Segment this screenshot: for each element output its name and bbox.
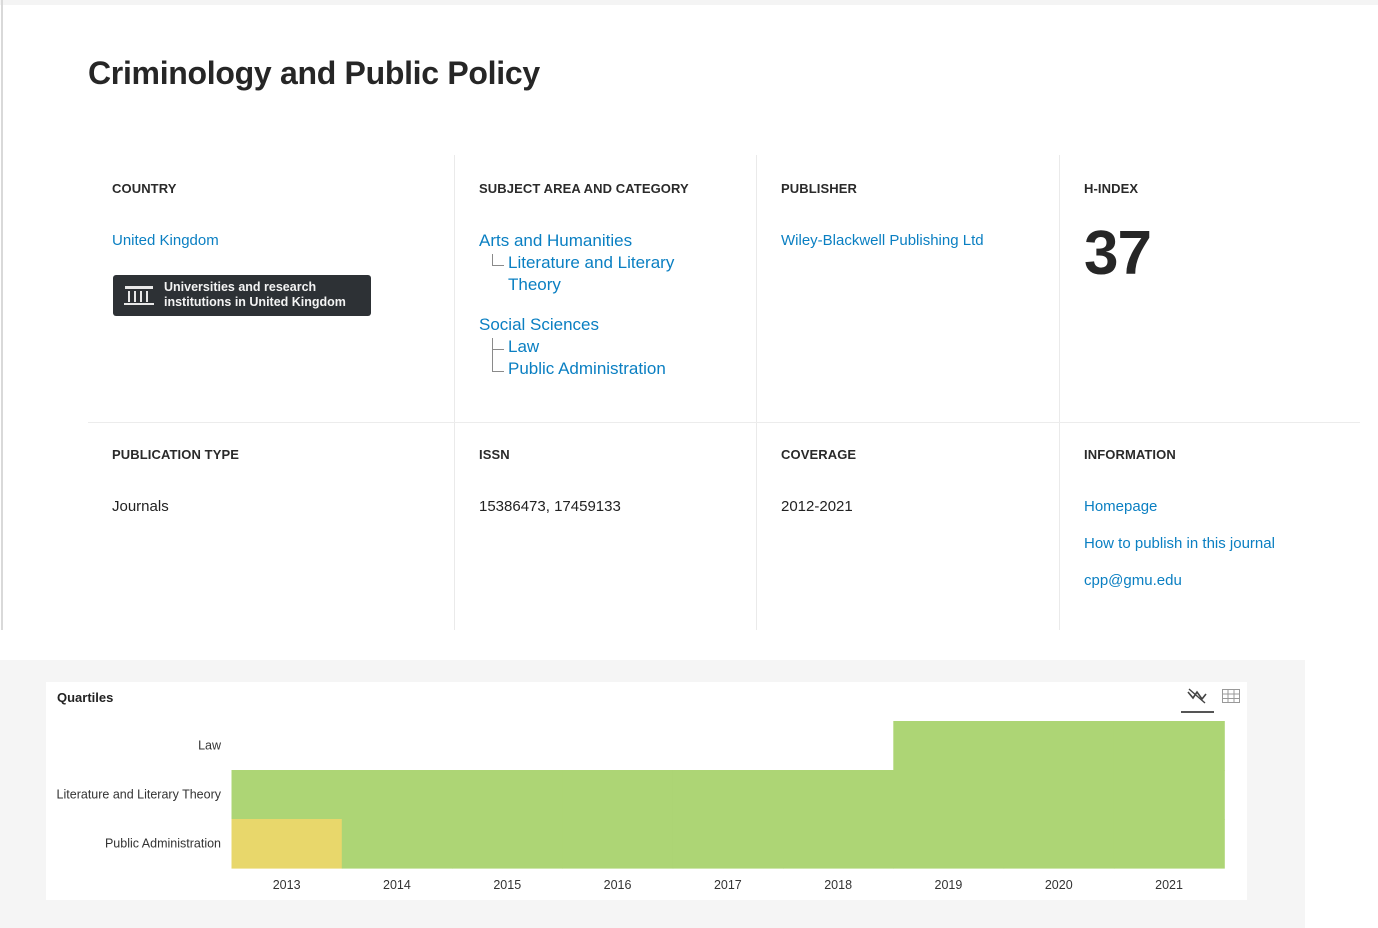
line-chart-icon[interactable] bbox=[1186, 686, 1208, 706]
email-link[interactable]: cpp@gmu.edu bbox=[1084, 572, 1182, 589]
subject-area-arts[interactable]: Arts and Humanities bbox=[479, 231, 633, 250]
row-divider bbox=[88, 422, 1360, 423]
subject-area-social[interactable]: Social Sciences bbox=[479, 315, 600, 334]
column-divider bbox=[1059, 155, 1060, 630]
badge-line-2: institutions in United Kingdom bbox=[164, 295, 346, 309]
badge-line-1: Universities and research bbox=[164, 280, 317, 294]
homepage-link[interactable]: Homepage bbox=[1084, 498, 1158, 515]
chart-card bbox=[46, 682, 1247, 900]
tree-branch bbox=[492, 371, 504, 372]
tree-line bbox=[492, 254, 493, 265]
publisher-link[interactable]: Wiley-Blackwell Publishing Ltd bbox=[781, 232, 984, 249]
tree-branch bbox=[492, 265, 504, 266]
tree-line bbox=[492, 338, 493, 371]
pubtype-label: PUBLICATION TYPE bbox=[112, 447, 240, 462]
top-strip bbox=[0, 0, 1378, 5]
hindex-label: H-INDEX bbox=[1084, 181, 1139, 196]
badge-text: Universities and research institutions i… bbox=[164, 280, 346, 310]
publisher-label: PUBLISHER bbox=[781, 181, 858, 196]
hindex-value: 37 bbox=[1084, 219, 1152, 288]
category-public-administration[interactable]: Public Administration bbox=[508, 359, 666, 378]
coverage-value: 2012-2021 bbox=[781, 498, 853, 515]
column-divider bbox=[756, 155, 757, 630]
issn-value: 15386473, 17459133 bbox=[479, 498, 621, 515]
country-label: COUNTRY bbox=[112, 181, 177, 196]
category-literature-line2[interactable]: Theory bbox=[508, 275, 561, 294]
institution-icon bbox=[124, 286, 154, 305]
how-to-publish-link[interactable]: How to publish in this journal bbox=[1084, 535, 1275, 552]
institutions-badge[interactable]: Universities and research institutions i… bbox=[113, 275, 371, 316]
table-icon[interactable] bbox=[1222, 689, 1240, 703]
subject-label: SUBJECT AREA AND CATEGORY bbox=[479, 181, 689, 196]
column-divider bbox=[454, 155, 455, 630]
category-literature-line1[interactable]: Literature and Literary bbox=[508, 253, 675, 272]
left-border bbox=[1, 0, 3, 630]
information-label: INFORMATION bbox=[1084, 447, 1176, 462]
page-title: Criminology and Public Policy bbox=[88, 55, 540, 91]
chart-title: Quartiles bbox=[57, 690, 114, 705]
country-link[interactable]: United Kingdom bbox=[112, 232, 219, 249]
issn-label: ISSN bbox=[479, 447, 510, 462]
tree-branch bbox=[492, 349, 504, 350]
pubtype-value: Journals bbox=[112, 498, 169, 515]
category-law[interactable]: Law bbox=[508, 337, 540, 356]
coverage-label: COVERAGE bbox=[781, 447, 857, 462]
active-view-indicator bbox=[1181, 711, 1214, 713]
